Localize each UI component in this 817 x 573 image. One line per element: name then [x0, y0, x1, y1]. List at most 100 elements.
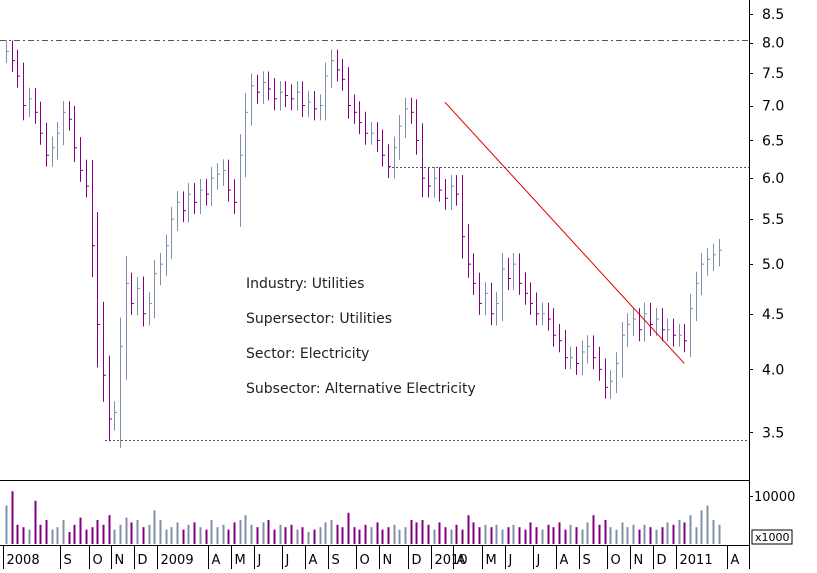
- price-bar: [245, 93, 248, 178]
- price-bar: [6, 40, 9, 63]
- x-tick-label: A: [560, 553, 569, 568]
- price-bar: [508, 257, 511, 290]
- price-bar: [63, 101, 66, 146]
- price-bar: [536, 292, 539, 326]
- price-bar: [513, 252, 516, 291]
- price-bar: [143, 276, 146, 327]
- price-bar: [377, 122, 380, 152]
- price-bar: [622, 322, 625, 378]
- price-bar: [456, 175, 459, 206]
- price-bar: [228, 159, 231, 202]
- x-tick-label: D: [138, 553, 148, 568]
- reference-lines: [0, 40, 749, 441]
- price-bar: [92, 160, 95, 278]
- y-tick-label: 3.5: [762, 425, 784, 441]
- price-bar: [394, 136, 397, 179]
- price-bar: [565, 329, 568, 370]
- y-tick-label: 5.0: [762, 257, 784, 273]
- price-bar: [308, 90, 311, 118]
- price-bar: [468, 224, 471, 278]
- price-bar: [280, 81, 283, 111]
- x-tick-label: S: [332, 553, 340, 568]
- x-tick-label: O: [93, 553, 103, 568]
- price-bar: [701, 252, 704, 296]
- price-bar: [342, 58, 345, 91]
- price-bar: [479, 272, 482, 315]
- price-bar: [234, 179, 237, 214]
- price-bar: [325, 62, 328, 121]
- price-bar: [388, 144, 391, 178]
- price-bar: [451, 174, 454, 211]
- trendline: [444, 101, 685, 364]
- annotation-text: Industry: Utilities: [246, 276, 364, 292]
- price-bar: [599, 346, 602, 381]
- price-bar: [428, 167, 431, 198]
- price-bar: [650, 302, 653, 336]
- x-tick-label: A: [309, 553, 318, 568]
- y-tick-label: 8.5: [762, 7, 784, 23]
- price-bars: [6, 40, 722, 448]
- price-bar: [422, 123, 425, 198]
- price-bar: [616, 352, 619, 394]
- x-tick-label: J: [536, 553, 541, 568]
- annotation-text: Subsector: Alternative Electricity: [246, 381, 476, 397]
- volume-tick-label: 10000: [754, 490, 795, 505]
- price-bar: [240, 134, 243, 227]
- price-bar: [713, 243, 716, 272]
- price-axis: 3.5 4.0 4.5 5.0 5.5 6.0 6.5 7.0 7.5 8.0 8.5: [749, 7, 784, 441]
- price-bar: [525, 272, 528, 305]
- x-tick-label: A: [212, 553, 221, 568]
- price-bar: [154, 260, 157, 319]
- price-bar: [166, 234, 169, 277]
- price-bar: [690, 293, 693, 357]
- price-bar: [177, 191, 180, 232]
- price-bar: [359, 101, 362, 135]
- x-tick-label: N: [115, 553, 125, 568]
- volume-unit-box: [751, 529, 793, 545]
- price-bar: [445, 179, 448, 210]
- price-bar: [320, 94, 323, 121]
- price-bar: [530, 282, 533, 315]
- x-tick-label: J: [257, 553, 262, 568]
- price-bar: [331, 49, 334, 88]
- price-bar: [291, 84, 294, 111]
- y-tick-label: 4.0: [762, 362, 784, 378]
- price-bar: [40, 101, 43, 145]
- price-bar: [114, 401, 117, 431]
- y-tick-label: 6.5: [762, 133, 784, 149]
- price-bar: [257, 74, 260, 104]
- price-bar: [217, 163, 220, 190]
- price-bar: [74, 106, 77, 163]
- price-bar: [485, 282, 488, 316]
- price-bar: [297, 81, 300, 111]
- price-bar: [644, 302, 647, 342]
- price-bar: [206, 179, 209, 206]
- x-tick-label: J: [285, 553, 290, 568]
- volume-unit-label: x1000: [755, 531, 790, 544]
- price-bar: [519, 253, 522, 295]
- price-bar: [633, 307, 636, 336]
- volume-axis: 10000 x1000: [749, 490, 795, 545]
- annotation-text: Sector: Electricity: [246, 346, 369, 362]
- price-bar: [35, 87, 38, 124]
- price-bar: [17, 49, 20, 88]
- price-bar: [149, 292, 152, 326]
- x-tick-label: J: [508, 553, 513, 568]
- price-bar: [183, 191, 186, 223]
- price-bar: [593, 335, 596, 370]
- price-bar: [502, 253, 505, 321]
- x-tick-label: O: [611, 553, 621, 568]
- x-tick-label: D: [412, 553, 422, 568]
- price-bar: [354, 94, 357, 124]
- price-bar: [268, 71, 271, 101]
- price-bar: [131, 272, 134, 315]
- price-bar: [314, 91, 317, 121]
- x-tick-label: M: [235, 553, 246, 568]
- price-bar: [188, 182, 191, 223]
- y-tick-label: 8.0: [762, 36, 784, 52]
- price-bar: [707, 248, 710, 276]
- price-bar: [434, 167, 437, 198]
- x-tick-label: A: [731, 553, 740, 568]
